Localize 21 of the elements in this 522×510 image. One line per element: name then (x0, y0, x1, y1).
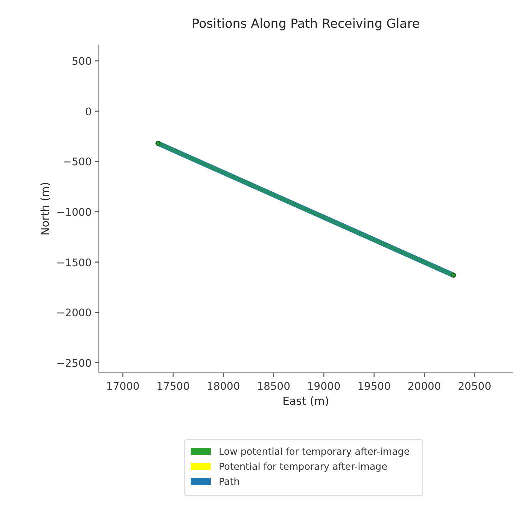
legend-label: Low potential for temporary after-image (219, 447, 410, 458)
x-tick-label: 17500 (156, 381, 190, 393)
chart-title: Positions Along Path Receiving Glare (192, 16, 420, 31)
x-tick-label: 20000 (408, 381, 442, 393)
x-tick-label: 18500 (257, 381, 291, 393)
x-tick-label: 19500 (358, 381, 392, 393)
x-axis-title: East (m) (282, 395, 330, 408)
y-tick-label: 0 (85, 106, 92, 118)
y-tick-label: −1000 (56, 207, 92, 220)
x-tick-label: 20500 (458, 381, 492, 393)
y-tick-label: −2500 (56, 358, 92, 370)
y-axis-title: North (m) (39, 182, 52, 236)
legend-label: Path (219, 477, 240, 488)
legend-label: Potential for temporary after-image (219, 462, 388, 473)
x-tick-label: 18000 (206, 381, 240, 393)
y-tick-label: −500 (63, 156, 92, 169)
x-tick-label: 17000 (106, 381, 140, 393)
y-tick-label: −1500 (56, 257, 92, 270)
x-tick-label: 19000 (307, 381, 341, 393)
y-tick-label: 500 (72, 56, 92, 68)
y-tick-label: −2000 (56, 308, 92, 320)
